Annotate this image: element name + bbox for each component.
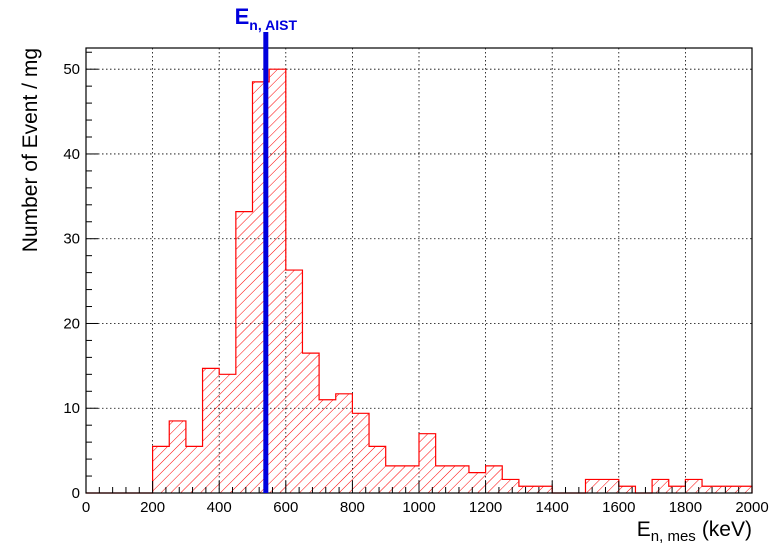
x-tick-label: 1800 [669,499,702,516]
histogram-bar [502,479,519,493]
x-tick-label: 2000 [735,499,768,516]
histogram-bar [485,465,503,493]
x-tick-label: 1200 [469,499,502,516]
histogram-bar [419,433,436,493]
x-axis-title: En, mes (keV) [637,518,752,545]
histogram-bars [152,69,752,494]
y-tick-label: 10 [63,400,80,417]
histogram-bar [302,353,320,493]
histogram-bar [618,486,636,493]
histogram-bar [735,486,752,493]
y-tick-label: 50 [63,61,80,78]
histogram-bar [718,486,736,493]
histogram-bar [269,69,286,493]
grid-lines [86,48,752,493]
histogram-bar [402,465,419,493]
histogram-bar [468,472,486,493]
histogram-bar [319,399,336,493]
histogram-bar [652,479,669,493]
x-tick-label: 600 [273,499,298,516]
histogram-bar [169,420,186,493]
x-tick-label: 1400 [536,499,569,516]
histogram-bar [385,465,403,493]
histogram-bar [518,486,536,493]
reference-energy-label-main: E [235,4,250,29]
histogram-bar [369,446,386,493]
x-tick-label: 1600 [602,499,635,516]
x-axis-title-main: E [637,518,651,541]
histogram-bar [202,368,220,493]
histogram-bar [235,211,253,494]
reference-energy-label: En, AIST [235,4,298,33]
y-tick-label: 40 [63,146,80,163]
reference-energy-label-sub: n, AIST [249,17,297,33]
x-axis-title-sub: n, mes [651,528,696,545]
x-tick-label: 0 [82,499,90,516]
histogram-bar [152,446,170,493]
histogram-bar [535,486,553,493]
histogram-bar [285,270,303,493]
axis-ticks: 0 200 400 600 800 1000 1200 1400 1600 1800 2000 0 10… [63,51,769,516]
histogram-bar [352,413,370,493]
histogram-bar [602,479,619,493]
x-tick-label: 800 [340,499,365,516]
histogram-bar [185,446,203,493]
histogram-bar [452,465,469,493]
y-tick-label: 20 [63,315,80,332]
y-tick-label: 30 [63,231,80,248]
histogram-bar [435,465,453,493]
histogram-bar [335,393,353,493]
y-axis-title: Number of Event / mg [19,48,42,252]
histogram-bar [219,374,236,493]
x-tick-label: 400 [207,499,232,516]
histogram-bar [668,486,686,493]
x-tick-label: 1000 [402,499,435,516]
histogram-bar [585,479,603,493]
x-axis-title-unit: (keV) [702,518,752,541]
y-tick-label: 0 [72,485,80,502]
histogram-bar [685,479,703,493]
x-tick-label: 200 [140,499,165,516]
histogram-bar [702,486,719,493]
